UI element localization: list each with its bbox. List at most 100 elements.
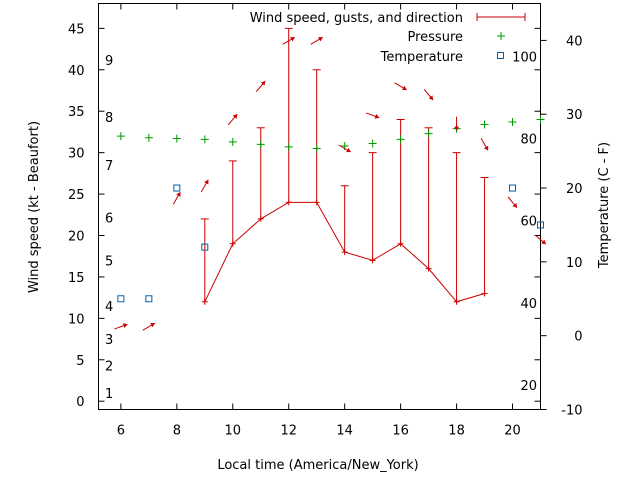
fahrenheit-label: 100	[512, 51, 537, 66]
beaufort-label: 5	[105, 254, 113, 269]
wind-point	[285, 199, 292, 206]
pressure-point	[536, 115, 545, 124]
y2-tick-label: 10	[566, 256, 583, 271]
y-tick-label: 25	[68, 188, 85, 203]
beaufort-label: 8	[105, 111, 113, 126]
wind-arrow	[282, 36, 296, 45]
beaufort-label: 3	[105, 333, 113, 348]
wind-arrow	[507, 196, 518, 209]
bottom-axis: 6 8 10 12 14 16 18 20	[117, 3, 521, 439]
y2-tick-label: -10	[561, 404, 582, 419]
temperature-series	[117, 184, 544, 303]
pressure-point	[368, 139, 377, 148]
x-tick-label: 8	[173, 424, 181, 439]
wind-point	[201, 298, 208, 305]
wind-arrow	[454, 116, 460, 131]
fahrenheit-label: 80	[520, 133, 537, 148]
temperature-point	[201, 243, 209, 251]
pressure-point	[200, 135, 209, 144]
fahrenheit-scale: 20 40 60 80 100	[512, 51, 537, 394]
y-tick-label: 5	[76, 354, 84, 369]
beaufort-label: 1	[105, 387, 113, 402]
wind-point	[369, 257, 376, 264]
wind-direction-arrows	[114, 36, 547, 331]
fahrenheit-label: 60	[520, 215, 537, 230]
wind-arrow	[365, 112, 380, 119]
legend-label-wind: Wind speed, gusts, and direction	[250, 11, 463, 26]
pressure-point	[172, 134, 181, 143]
wind-point	[257, 215, 264, 222]
y2-tick-label: 40	[566, 34, 583, 49]
x-tick-label: 18	[448, 424, 465, 439]
plot-frame	[98, 3, 541, 410]
y-tick-label: 0	[76, 395, 84, 410]
pressure-point	[228, 137, 237, 146]
y-tick-label: 15	[68, 271, 85, 286]
legend-swatch-temperature	[497, 52, 504, 59]
legend-swatch-pressure	[497, 32, 505, 40]
wind-arrow	[200, 179, 209, 193]
wind-series	[200, 27, 489, 305]
x-axis-label: Local time (America/New_York)	[217, 458, 418, 473]
y-tick-label: 30	[68, 147, 85, 162]
wind-arrow	[142, 322, 156, 331]
x-tick-label: 14	[336, 424, 353, 439]
beaufort-label: 2	[105, 360, 113, 375]
wind-point	[453, 298, 460, 305]
pressure-point	[312, 144, 321, 153]
wind-arrow	[172, 191, 181, 205]
legend-label-temperature: Temperature	[380, 50, 463, 65]
legend: Wind speed, gusts, and direction Pressur…	[250, 11, 526, 65]
wind-arrow	[114, 323, 128, 330]
fahrenheit-label: 20	[520, 379, 537, 394]
temperature-point	[537, 221, 544, 229]
x-tick-label: 10	[225, 424, 242, 439]
y-tick-label: 20	[68, 230, 85, 245]
wind-arrow	[534, 234, 547, 245]
wind-arrow	[338, 144, 351, 153]
y-tick-label: 45	[68, 22, 85, 37]
beaufort-label: 7	[105, 159, 113, 174]
y-tick-label: 10	[68, 312, 85, 327]
legend-label-pressure: Pressure	[407, 30, 463, 45]
x-tick-label: 6	[117, 424, 125, 439]
x-tick-label: 12	[280, 424, 297, 439]
pressure-point	[508, 117, 517, 126]
fahrenheit-label: 40	[520, 297, 537, 312]
temperature-point	[173, 184, 181, 192]
temperature-point	[509, 184, 517, 192]
beaufort-scale: 1 2 3 4 5 6 7 8 9	[105, 54, 113, 402]
wind-arrow	[480, 138, 489, 151]
pressure-point	[396, 135, 405, 144]
wind-point	[341, 249, 348, 256]
wind-point	[229, 240, 236, 247]
wind-point	[425, 265, 432, 272]
beaufort-label: 4	[105, 300, 113, 315]
pressure-point	[480, 120, 489, 129]
x-tick-label: 20	[504, 424, 521, 439]
right-axis: -10 0 10 20 30 40	[540, 34, 583, 419]
wind-arrow	[394, 82, 407, 91]
pressure-point	[144, 133, 153, 142]
y-tick-label: 40	[68, 64, 85, 79]
pressure-point	[116, 132, 125, 141]
wind-point	[397, 240, 404, 247]
pressure-point	[284, 142, 293, 151]
y2-tick-label: 30	[566, 108, 583, 123]
temperature-point	[117, 295, 125, 303]
beaufort-label: 9	[105, 54, 113, 69]
wind-point	[313, 199, 320, 206]
wind-arrow	[423, 88, 434, 101]
temperature-point	[145, 295, 153, 303]
y2-tick-label: 0	[574, 330, 582, 345]
wind-arrow	[227, 113, 238, 126]
wind-arrow	[255, 80, 266, 93]
pressure-point	[424, 129, 433, 138]
pressure-series	[116, 115, 545, 153]
wind-arrow	[310, 36, 324, 45]
wind-point	[481, 290, 488, 297]
y2-tick-label: 20	[566, 182, 583, 197]
y2-axis-label: Temperature (C - F)	[597, 142, 612, 269]
